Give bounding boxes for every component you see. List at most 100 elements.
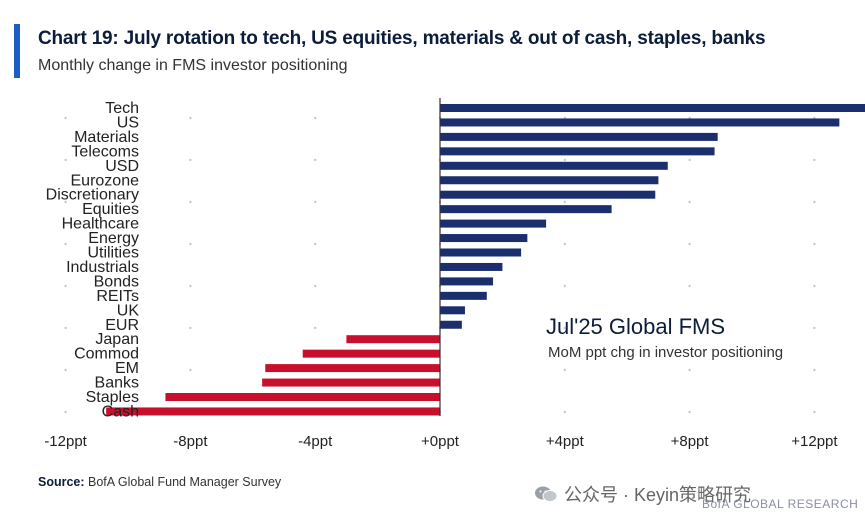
grid-dot bbox=[688, 200, 691, 204]
grid-dot bbox=[813, 242, 816, 246]
grid-dot bbox=[64, 200, 67, 204]
grid-dot bbox=[688, 326, 691, 330]
bar-us bbox=[440, 118, 840, 127]
grid-dots bbox=[64, 116, 816, 414]
grid-dot bbox=[813, 158, 816, 162]
grid-dot bbox=[563, 368, 566, 372]
bar-telecoms bbox=[440, 147, 715, 156]
bar-tech bbox=[440, 104, 865, 112]
grid-dot bbox=[189, 326, 192, 330]
grid-dot bbox=[563, 284, 566, 288]
grid-dot bbox=[64, 116, 67, 120]
grid-dot bbox=[314, 116, 317, 120]
grid-dot bbox=[688, 368, 691, 372]
category-label: Cash bbox=[102, 403, 139, 420]
grid-dot bbox=[813, 410, 816, 414]
bar-energy bbox=[440, 234, 528, 243]
category-label: Japan bbox=[95, 331, 139, 348]
category-label: Telecoms bbox=[71, 143, 139, 160]
bar-healthcare bbox=[440, 219, 547, 228]
title-accent-bar bbox=[14, 24, 20, 78]
category-label: UK bbox=[117, 302, 140, 319]
bar-materials bbox=[440, 132, 718, 141]
watermark: 公众号 · Keyin策略研究 bbox=[534, 481, 751, 507]
bar-uk bbox=[440, 306, 465, 315]
grid-dot bbox=[688, 158, 691, 162]
category-label: Banks bbox=[95, 375, 139, 392]
bar-japan bbox=[346, 335, 440, 344]
bar-eurozone bbox=[440, 176, 659, 185]
category-label: Discretionary bbox=[46, 187, 139, 204]
x-tick-label: -8ppt bbox=[173, 433, 208, 450]
grid-dot bbox=[64, 242, 67, 246]
bar-industrials bbox=[440, 262, 503, 271]
category-label: EM bbox=[115, 360, 139, 377]
grid-dot bbox=[189, 242, 192, 246]
grid-dot bbox=[563, 242, 566, 246]
grid-dot bbox=[189, 284, 192, 288]
x-tick-label: +8ppt bbox=[671, 433, 710, 450]
grid-dot bbox=[314, 158, 317, 162]
annotation-subtitle: MoM ppt chg in investor positioning bbox=[548, 344, 783, 361]
grid-dot bbox=[563, 200, 566, 204]
grid-dot bbox=[813, 200, 816, 204]
wechat-icon bbox=[535, 486, 558, 502]
category-label: Materials bbox=[74, 129, 139, 146]
bar-bonds bbox=[440, 277, 494, 286]
x-tick-labels: -12ppt-8ppt-4ppt+0ppt+4ppt+8ppt+12ppt+16… bbox=[44, 433, 838, 450]
x-tick-label: -12ppt bbox=[44, 433, 87, 450]
bar-em bbox=[265, 364, 440, 373]
bar-equities bbox=[440, 205, 612, 214]
x-tick-label: +12ppt bbox=[791, 433, 838, 450]
grid-dot bbox=[64, 284, 67, 288]
category-label: Healthcare bbox=[62, 216, 139, 233]
grid-dot bbox=[314, 284, 317, 288]
grid-dot bbox=[64, 158, 67, 162]
category-label: Staples bbox=[86, 389, 139, 406]
category-label: Equities bbox=[82, 201, 139, 218]
grid-dot bbox=[688, 284, 691, 288]
grid-dot bbox=[563, 158, 566, 162]
grid-dot bbox=[563, 410, 566, 414]
grid-dot bbox=[64, 326, 67, 330]
grid-dot bbox=[563, 326, 566, 330]
bar-eur bbox=[440, 320, 462, 329]
bar-banks bbox=[262, 378, 440, 387]
grid-dot bbox=[64, 368, 67, 372]
category-label: US bbox=[117, 114, 139, 131]
grid-dot bbox=[813, 284, 816, 288]
grid-dot bbox=[688, 242, 691, 246]
grid-dot bbox=[189, 116, 192, 120]
chart-title: Chart 19: July rotation to tech, US equi… bbox=[38, 28, 766, 49]
chart-subtitle: Monthly change in FMS investor positioni… bbox=[38, 57, 348, 74]
category-label: EUR bbox=[105, 317, 139, 334]
source-label: Source: bbox=[38, 475, 85, 489]
bar-usd bbox=[440, 161, 668, 170]
category-labels: TechUSMaterialsTelecomsUSDEurozoneDiscre… bbox=[46, 100, 140, 420]
grid-dot bbox=[813, 326, 816, 330]
watermark-text: 公众号 · Keyin策略研究 bbox=[564, 485, 752, 505]
category-label: Eurozone bbox=[71, 172, 140, 189]
grid-dot bbox=[64, 410, 67, 414]
bar-commod bbox=[302, 349, 440, 358]
category-label: Industrials bbox=[66, 259, 139, 276]
x-tick-label: +0ppt bbox=[421, 433, 460, 450]
grid-dot bbox=[189, 158, 192, 162]
grid-dot bbox=[189, 368, 192, 372]
category-label: Energy bbox=[88, 230, 139, 247]
category-label: Bonds bbox=[94, 273, 139, 290]
grid-dot bbox=[189, 200, 192, 204]
category-label: Tech bbox=[105, 100, 139, 117]
bar-utilities bbox=[440, 248, 522, 257]
category-label: Commod bbox=[74, 346, 139, 363]
category-label: Utilities bbox=[87, 245, 139, 262]
bar-reits bbox=[440, 291, 487, 300]
grid-dot bbox=[314, 242, 317, 246]
bar-staples bbox=[165, 393, 440, 401]
annotation-title: Jul'25 Global FMS bbox=[546, 314, 725, 339]
source-text: BofA Global Fund Manager Survey bbox=[84, 475, 282, 489]
grid-dot bbox=[813, 368, 816, 372]
grid-dot bbox=[314, 200, 317, 204]
bar-cash bbox=[106, 407, 440, 416]
